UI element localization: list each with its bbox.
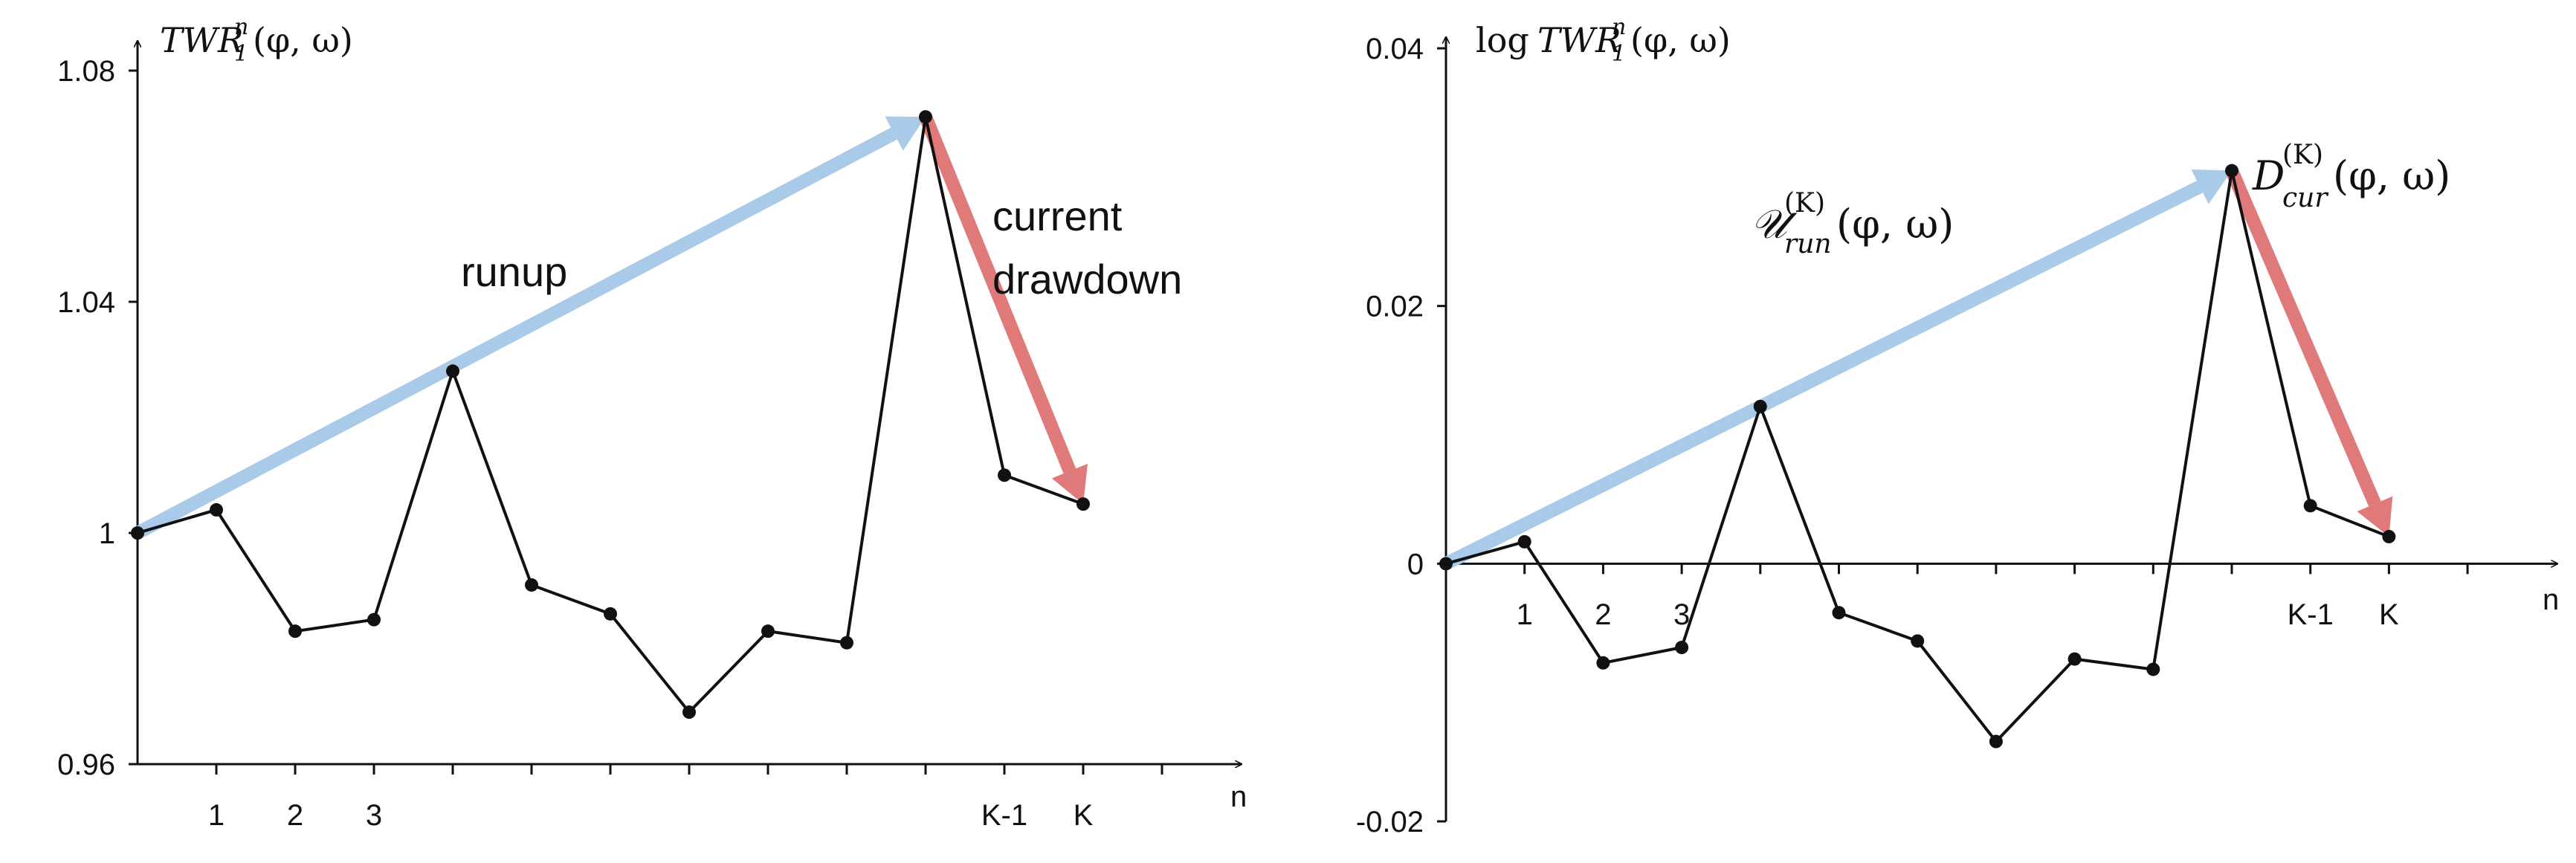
annotation-runup: runup [461,248,567,295]
data-point [525,578,538,592]
y-axis-title-args: (φ, ω) [253,20,353,60]
y-axis-title-sub: 1 [1612,41,1626,67]
series-line [137,116,1084,715]
y-axis-title-main: TWR [1537,20,1621,60]
data-point [1076,497,1090,511]
y-tick-label: -0.02 [1356,806,1424,838]
x-tick-label: K-1 [981,799,1027,832]
x-tick-label: 1 [1517,598,1533,631]
arrow-runup [134,116,926,539]
y-axis-title-main: TWR [160,20,244,60]
svg-text:(φ, ω): (φ, ω) [2333,152,2450,199]
y-tick-label: 0.96 [57,749,115,781]
arrow-drawdown-shaft [2225,168,2381,507]
arrow-drawdown [2225,168,2393,537]
arrow-drawdown-shaft [919,114,1076,474]
arrow-runup [1442,169,2232,570]
x-tick-label: 1 [208,799,225,832]
svg-text:(K): (K) [2282,140,2323,170]
y-tick-label: 0.04 [1366,33,1424,65]
y-axis-title: log TWR 1 n (φ, ω) [1476,14,1731,67]
svg-text:(K): (K) [1784,188,1825,219]
arrow-runup-head [2191,169,2232,204]
data-point [1753,399,1767,413]
x-tick-label: K-1 [2288,598,2334,631]
y-tick-label: 0 [1407,548,1424,581]
data-point [1832,606,1846,620]
data-point [2382,529,2396,543]
data-point [1596,656,1610,670]
data-point [1989,734,2003,749]
x-axis-title: n [1230,780,1247,813]
y-axis-title-sup: n [1612,14,1626,40]
y-axis-title-sup: n [234,14,248,40]
x-tick-label: K [1074,799,1094,832]
data-point [1439,557,1453,571]
data-point [840,636,853,650]
data-point [1675,641,1689,654]
arrow-drawdown-head [1051,463,1088,505]
chart-twr: 0.96 1 1.04 1.08 1 2 3 K-1 K TWR 1 n (φ, ω) n ru… [57,14,1247,832]
y-tick-label: 1.08 [57,55,115,88]
y-tick-label: 0.02 [1366,291,1424,323]
x-tick-label: 2 [1595,598,1611,631]
x-tick-label: K [2379,598,2399,631]
data-point [919,110,932,124]
y-axis-title: TWR 1 n (φ, ω) [160,14,353,67]
data-point [682,705,696,720]
y-tick-label: 1 [99,517,115,550]
x-tick-label: 2 [287,799,303,832]
svg-text:run: run [1784,229,1832,259]
arrow-runup-head [885,116,926,151]
arrow-runup-shaft [1442,181,2204,570]
annotation-runup-math: 𝒰 run (K) (φ, ω) [1751,188,1954,259]
data-point [1517,534,1531,549]
arrow-drawdown [919,114,1088,505]
data-point [1911,634,1925,648]
data-point [210,502,223,517]
annotation-drawdown: drawdown [992,256,1182,303]
annotation-current: current [992,193,1123,239]
data-point [446,364,459,378]
data-point [2303,499,2317,513]
data-point [131,526,144,540]
svg-text:cur: cur [2282,183,2328,213]
y-axis-title-args: (φ, ω) [1630,20,1731,60]
data-point [761,624,775,639]
chart-log-twr: -0.02 0 0.02 0.04 1 2 3 K-1 K log TWR 1 n (φ, ω)… [1356,14,2559,838]
data-point [2146,662,2160,676]
data-point [288,624,302,639]
data-point [604,607,617,621]
y-axis-title-log: log [1476,20,1529,60]
arrow-runup-shaft [134,127,897,539]
x-tick-label: 3 [1673,598,1690,631]
data-point [998,468,1011,482]
svg-text:(φ, ω): (φ, ω) [1836,201,1954,248]
x-axis-title: n [2543,584,2559,616]
x-tick-label: 3 [366,799,382,832]
arrow-drawdown-head [2357,496,2393,537]
series-line [1445,170,2390,744]
data-point [2225,164,2238,178]
annotation-drawdown-math: D cur (K) (φ, ω) [2252,140,2450,213]
data-point [2067,652,2082,666]
y-tick-label: 1.04 [57,286,115,319]
data-point [367,612,381,627]
y-axis-title-sub: 1 [234,41,248,67]
svg-text:D: D [2252,152,2285,199]
